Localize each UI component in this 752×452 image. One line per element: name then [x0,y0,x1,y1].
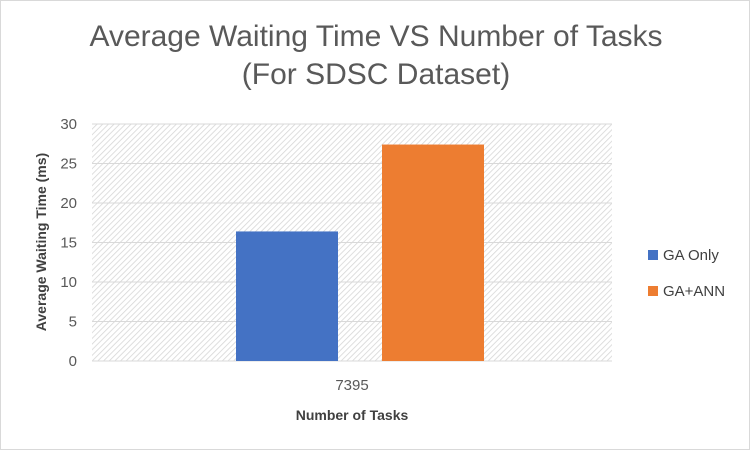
y-tick-label: 30 [60,116,77,133]
legend-label: GA+ANN [663,283,725,300]
chart-title-line-2: (For SDSC Dataset) [241,58,511,91]
chart-title: Average Waiting Time VS Number of Tasks … [0,18,752,94]
y-tick-label: 5 [69,314,77,331]
y-tick-label: 0 [69,353,77,370]
y-tick-label: 15 [60,235,77,252]
x-tick-label: 7395 [335,377,368,394]
y-tick-label: 10 [60,274,77,291]
bars [236,144,484,361]
y-tick-label: 20 [60,195,77,212]
legend: GA Only GA+ANN [648,247,725,300]
y-tick-label: 25 [60,156,77,173]
legend-label: GA Only [663,247,719,264]
legend-swatch [648,250,658,260]
x-axis-title: Number of Tasks [296,407,409,423]
gridlines [92,123,612,362]
bar-ga-only [236,231,338,361]
bar-ga-ann [382,144,484,361]
x-axis-ticks: 7395 [335,377,368,394]
y-axis-title: Average Waiting Time (ms) [33,153,49,331]
chart-title-line-1: Average Waiting Time VS Number of Tasks [89,20,663,53]
y-axis-ticks: 0 5 10 15 20 25 30 [60,116,77,370]
legend-swatch [648,286,658,296]
